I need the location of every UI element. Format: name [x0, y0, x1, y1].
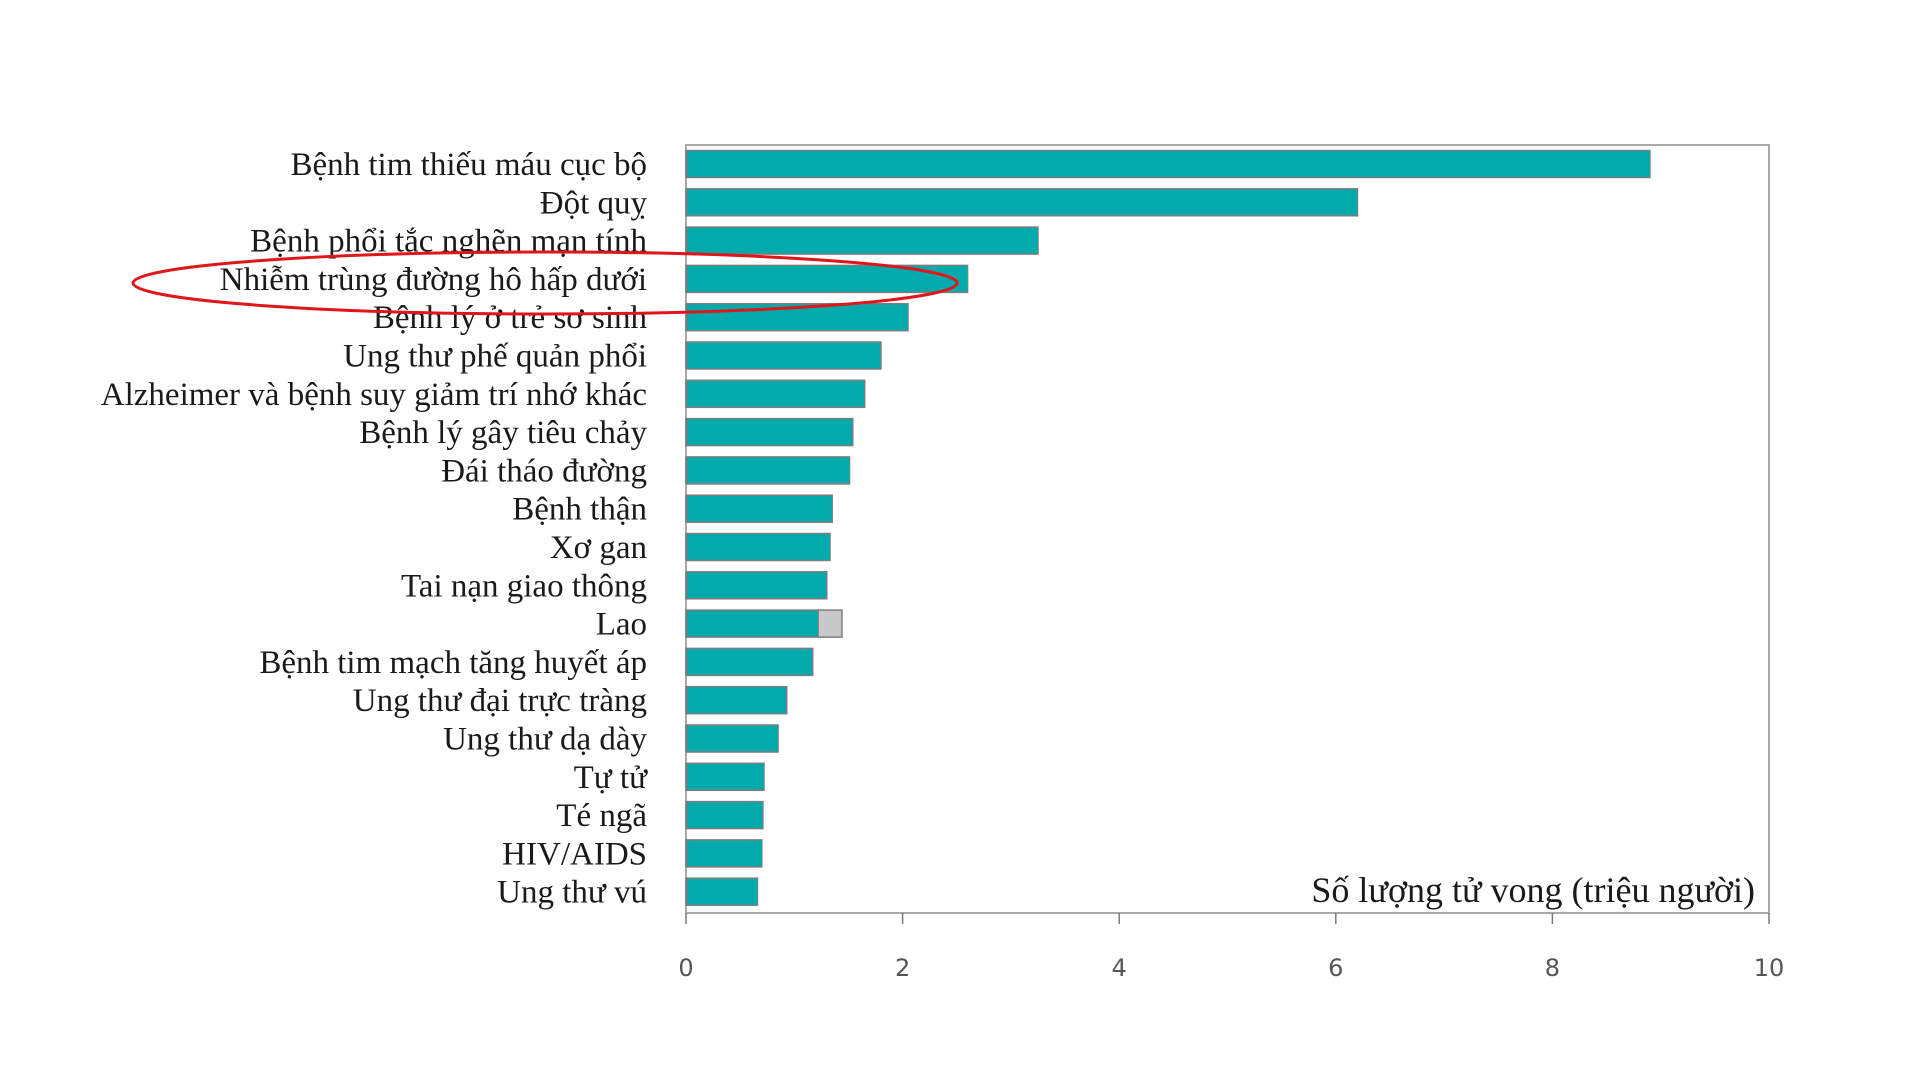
category-label-14: Ung thư đại trực tràng [353, 683, 647, 719]
plot-frame [685, 144, 1770, 914]
bar-extra-12 [817, 609, 843, 638]
category-label-17: Té ngã [556, 798, 647, 834]
bar-01 [685, 188, 1359, 217]
bar-05 [685, 341, 882, 370]
x-tick-label-8: 8 [1545, 954, 1560, 982]
category-label-08: Đái tháo đường [441, 453, 647, 489]
highlight-ellipse [131, 250, 959, 316]
bar-07 [685, 417, 854, 447]
x-tick-label-6: 6 [1328, 954, 1343, 982]
x-axis-title: Số lượng tử vong (triệu người) [1311, 870, 1755, 910]
category-label-05: Ung thư phế quản phổi [343, 339, 647, 375]
x-tick-label-10: 10 [1754, 954, 1785, 982]
bars-layer [685, 149, 1651, 906]
bar-09 [685, 494, 833, 523]
category-label-04: Bệnh lý ở trẻ sơ sinh [373, 300, 648, 336]
x-tick-label-2: 2 [895, 954, 910, 982]
x-axis: 0 2 4 6 8 10 [678, 913, 1784, 982]
category-label-16: Tự tử [574, 760, 648, 796]
bar-17 [685, 800, 764, 830]
bar-16 [685, 762, 765, 792]
category-label-00: Bệnh tim thiếu máu cục bộ [290, 147, 647, 183]
bar-02 [685, 226, 1039, 255]
bar-19 [685, 877, 759, 906]
bar-15 [685, 724, 779, 753]
category-label-13: Bệnh tim mạch tăng huyết áp [259, 645, 647, 681]
bar-11 [685, 571, 828, 600]
category-label-01: Đột quỵ [540, 185, 648, 221]
category-label-07: Bệnh lý gây tiêu chảy [359, 415, 647, 451]
bar-00 [685, 149, 1651, 179]
category-label-19: Ung thư vú [497, 875, 647, 911]
category-label-12: Lao [596, 607, 647, 643]
bar-13 [685, 647, 814, 677]
category-label-03: Nhiễm trùng đường hô hấp dưới [220, 262, 647, 298]
category-label-11: Tai nạn giao thông [401, 568, 647, 604]
bar-03 [685, 264, 969, 294]
bar-14 [685, 685, 788, 715]
bar-08 [685, 456, 851, 485]
bar-10 [685, 532, 831, 562]
bar-18 [685, 839, 763, 868]
category-label-09: Bệnh thận [512, 492, 647, 528]
bar-12 [685, 609, 819, 638]
bar-06 [685, 379, 866, 409]
category-label-06: Alzheimer và bệnh suy giảm trí nhớ khác [101, 377, 647, 413]
x-tick-label-0: 0 [678, 954, 693, 982]
category-label-18: HIV/AIDS [502, 836, 647, 872]
category-label-15: Ung thư dạ dày [443, 722, 647, 758]
category-label-10: Xơ gan [550, 530, 647, 566]
x-tick-label-4: 4 [1112, 954, 1127, 982]
